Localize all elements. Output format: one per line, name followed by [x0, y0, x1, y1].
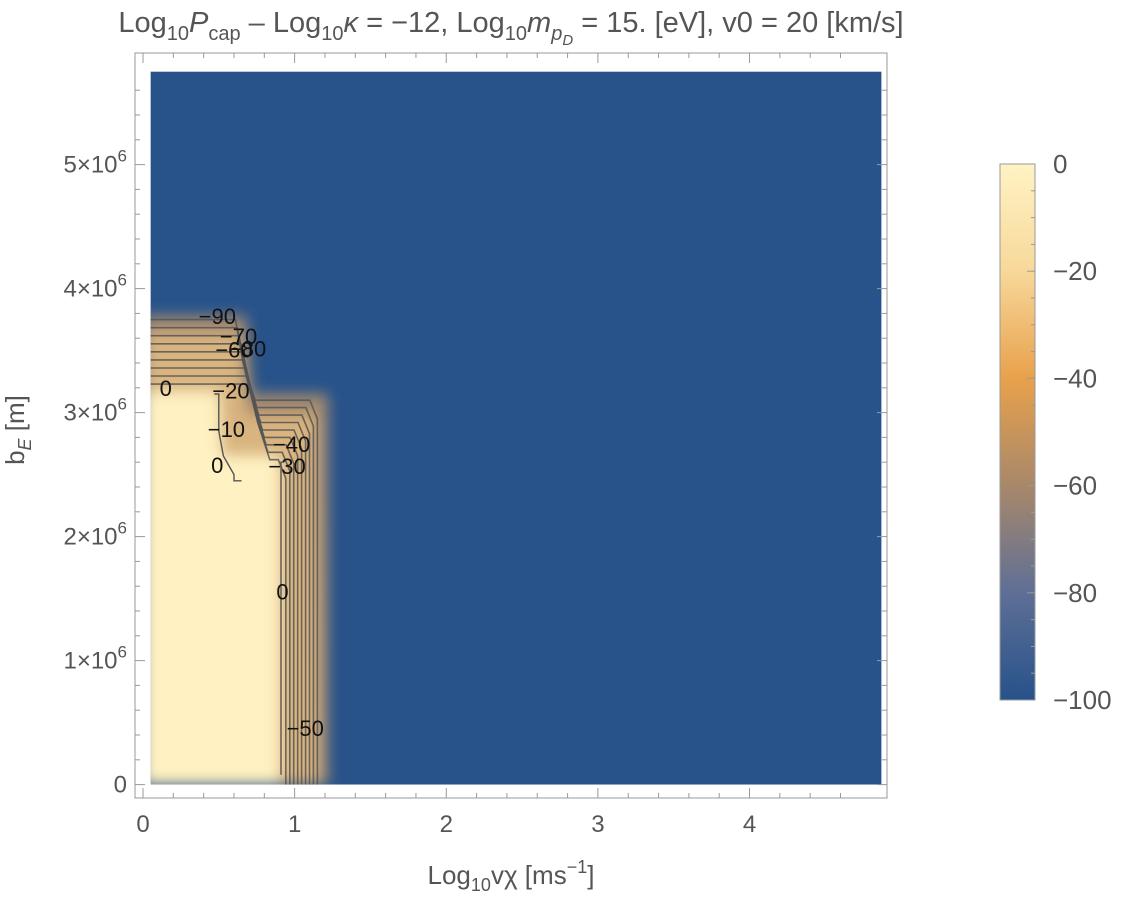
- contour-label: −50: [287, 716, 324, 741]
- contour-label: −30: [268, 454, 305, 479]
- contour-label: −20: [212, 379, 249, 404]
- y-tick-label: 2×106: [63, 519, 127, 551]
- x-axis-ticks: 0 1 2 3 4: [136, 53, 842, 838]
- y-tick-label: 1×106: [63, 643, 127, 675]
- colorbar-tick-label: −20: [1053, 256, 1097, 286]
- y-tick-label: 0: [114, 772, 127, 799]
- y-axis-label: bE [m]: [0, 395, 35, 465]
- heatmap-area: [150, 71, 882, 785]
- contour-label: −60: [215, 338, 252, 363]
- contour-line: [150, 383, 287, 785]
- heatmap-band: [150, 391, 280, 785]
- contour-label: 0: [160, 376, 172, 401]
- colorbar-tick-label: −80: [1053, 578, 1097, 608]
- y-tick-label: 3×106: [63, 395, 127, 427]
- heatmap-high-region: [150, 315, 328, 785]
- x-tick-label: 1: [288, 811, 301, 838]
- x-tick-label: 4: [743, 811, 756, 838]
- colorbar-tick-label: −100: [1053, 685, 1112, 715]
- y-tick-label: 5×106: [63, 147, 127, 179]
- plot-frame: [134, 52, 888, 799]
- contour-label: −10: [208, 417, 245, 442]
- colorbar-tick-label: 0: [1053, 149, 1067, 179]
- colorbar-tick-label: −40: [1053, 363, 1097, 393]
- contour-label: −90: [199, 304, 236, 329]
- contour-lines: [150, 318, 319, 785]
- colorbar-gradient: [999, 163, 1036, 701]
- x-tick-label: 3: [591, 811, 604, 838]
- contour-line: [214, 393, 242, 482]
- contour-label: −70: [220, 324, 257, 349]
- contour-line: [280, 461, 283, 775]
- contour-label: 0: [211, 453, 223, 478]
- x-tick-label: 2: [440, 811, 453, 838]
- colorbar-tick-label: −60: [1053, 471, 1097, 501]
- y-tick-label: 4×106: [63, 271, 127, 303]
- y-axis-ticks: 0 1×106 2×106 3×106 4×106 5×106: [63, 89, 887, 799]
- contour-label: −40: [273, 432, 310, 457]
- contour-label: 0: [276, 579, 288, 604]
- x-axis-label: Log10vχ [ms−1]: [428, 857, 595, 895]
- colorbar: 0 −20 −40 −60 −80 −100: [999, 149, 1112, 715]
- chart-title: Log10Pcap – Log10κ = −12, Log10mpD = 15.…: [118, 7, 903, 49]
- x-tick-label: 0: [136, 811, 149, 838]
- contour-labels: −90−70−80−60 0 −20 −10 −40 0 −30 0 −50: [160, 304, 324, 741]
- contour-label: −80: [229, 336, 266, 361]
